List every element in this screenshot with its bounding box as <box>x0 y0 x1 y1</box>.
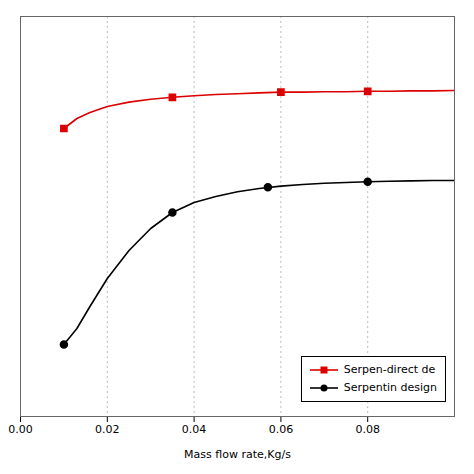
svg-text:0.06: 0.06 <box>269 423 294 436</box>
svg-text:0.02: 0.02 <box>95 423 120 436</box>
html-text:Serpen-direct de: Serpen-direct de <box>343 363 436 376</box>
svg-text:0.08: 0.08 <box>355 423 380 436</box>
html-text:Serpentin design: Serpentin design <box>343 381 437 394</box>
svg-text:Mass flow rate,Kg/s: Mass flow rate,Kg/s <box>184 448 291 461</box>
svg-text:0.04: 0.04 <box>182 423 207 436</box>
svg-text:0.00: 0.00 <box>8 423 33 436</box>
